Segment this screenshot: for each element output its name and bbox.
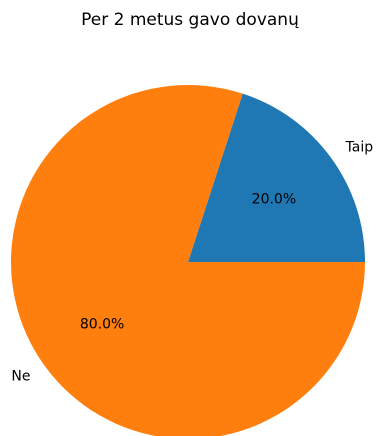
pie-pct-label-ne: 80.0% — [80, 316, 124, 332]
pie-slice-taip — [188, 93, 365, 262]
pie-slice-ne — [11, 85, 365, 436]
pie-category-label-taip: Taip — [345, 140, 374, 156]
chart-title: Per 2 metus gavo dovanų — [81, 10, 299, 30]
pie-category-label-ne: Ne — [11, 368, 30, 384]
pie-pct-label-taip: 20.0% — [252, 192, 296, 208]
